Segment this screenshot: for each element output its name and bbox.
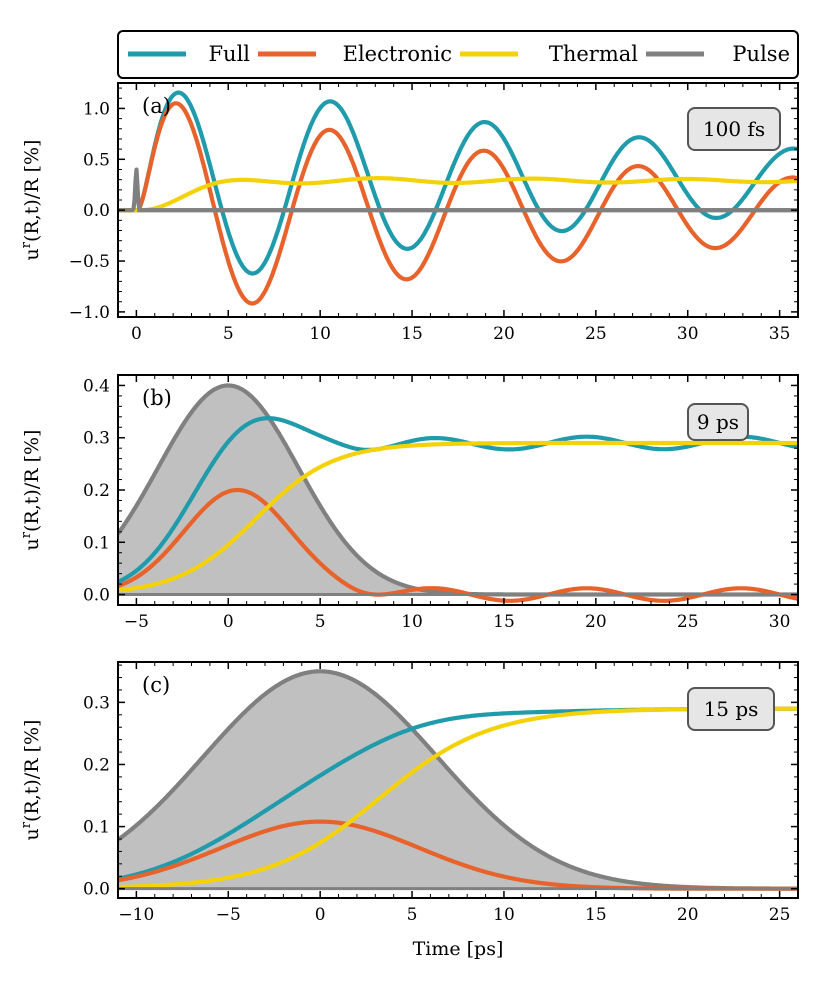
- pulse-duration-label: 9 ps: [697, 410, 739, 434]
- x-tick-label: −10: [118, 905, 154, 925]
- y-tick-label: −0.5: [69, 252, 110, 272]
- x-tick-label: 25: [769, 905, 791, 925]
- x-tick-label: 15: [401, 324, 423, 344]
- legend-frame: [117, 30, 799, 79]
- y-tick-label: 1.0: [83, 99, 110, 119]
- panel-tag: (b): [142, 386, 172, 410]
- y-axis-label: ur(R,t)/R [%]: [19, 430, 43, 551]
- y-tick-label: 0.4: [83, 376, 110, 396]
- x-tick-label: 15: [585, 905, 607, 925]
- x-axis-label: Time [ps]: [413, 938, 504, 960]
- axes-frame: [117, 661, 799, 899]
- panel-c: −10 −5 0 5 10 15 20 25 0.0 0.1 0.2 0.3 (c) 15 ps ur(R,…: [19, 661, 799, 925]
- panel-a: 0 5 10 15 20 25 30 35 −1.0 −0.5 0.0 0.5 1.0 (a) 100 fs…: [19, 82, 799, 344]
- series-line-electronic: [118, 487, 798, 603]
- x-tick-label: 25: [585, 324, 607, 344]
- x-tick-label: 10: [401, 612, 423, 632]
- series-line-thermal: [118, 176, 798, 213]
- x-tick-label: 5: [315, 612, 326, 632]
- plot-area: [118, 90, 798, 306]
- x-tick-label: 30: [677, 324, 699, 344]
- x-tick-label: 5: [407, 905, 418, 925]
- x-tick-label: 35: [769, 324, 791, 344]
- legend-label-pulse: Pulse: [732, 42, 790, 66]
- y-tick-label: 0.0: [83, 880, 110, 900]
- y-tick-label: 0.5: [83, 150, 110, 170]
- pulse-duration-badge: [687, 403, 749, 441]
- x-tick-label: 0: [223, 612, 234, 632]
- x-tick-label: −5: [124, 612, 149, 632]
- x-tick-label: 10: [493, 905, 515, 925]
- x-tick-label: 30: [769, 612, 791, 632]
- x-tick-label: 0: [315, 905, 326, 925]
- panel-tag: (a): [142, 94, 171, 118]
- y-tick-label: 0.1: [83, 818, 110, 838]
- series-line-thermal: [118, 706, 798, 890]
- legend-label-thermal: Thermal: [549, 42, 638, 66]
- series-line-full: [118, 90, 798, 276]
- plot-area: [118, 383, 798, 603]
- panel-b: −5 0 5 10 15 20 25 30 0.0 0.1 0.2 0.3 0.4 (b) 9 ps ur(R…: [19, 374, 799, 632]
- x-tick-label: 25: [677, 612, 699, 632]
- x-tick-label: 0: [131, 324, 142, 344]
- pulse-duration-label: 100 fs: [703, 117, 765, 141]
- panel-tag: (c): [142, 673, 170, 697]
- y-tick-label: 0.0: [83, 201, 110, 221]
- x-tick-label: 20: [585, 612, 607, 632]
- y-tick-label: 0.1: [83, 533, 110, 553]
- x-tick-label: 10: [309, 324, 331, 344]
- y-tick-label: 0.3: [83, 429, 110, 449]
- x-tick-label: 20: [493, 324, 515, 344]
- y-tick-label: 0.2: [83, 481, 110, 501]
- pulse-duration-badge: [687, 687, 775, 731]
- y-tick-label: −1.0: [69, 303, 110, 323]
- x-tick-label: 5: [223, 324, 234, 344]
- x-tick-label: 20: [677, 905, 699, 925]
- y-axis-label: ur(R,t)/R [%]: [19, 720, 43, 841]
- x-tick-label: 15: [493, 612, 515, 632]
- legend-label-electronic: Electronic: [343, 42, 452, 66]
- y-tick-label: 0.0: [83, 586, 110, 606]
- pulse-fill: [118, 385, 798, 595]
- pulse-duration-label: 15 ps: [704, 697, 759, 721]
- y-axis-label: ur(R,t)/R [%]: [19, 140, 43, 261]
- y-tick-label: 0.3: [83, 693, 110, 713]
- legend: Full Electronic Thermal Pulse: [117, 30, 799, 79]
- plot-area: [118, 669, 798, 891]
- panels: 0 5 10 15 20 25 30 35 −1.0 −0.5 0.0 0.5 1.0 (a) 100 fs…: [19, 82, 799, 925]
- legend-label-full: Full: [208, 42, 250, 66]
- series-line-full: [118, 416, 798, 584]
- x-tick-label: −5: [216, 905, 241, 925]
- y-tick-label: 0.2: [83, 755, 110, 775]
- pulse-duration-badge: [687, 107, 781, 151]
- series-line-thermal: [118, 440, 798, 593]
